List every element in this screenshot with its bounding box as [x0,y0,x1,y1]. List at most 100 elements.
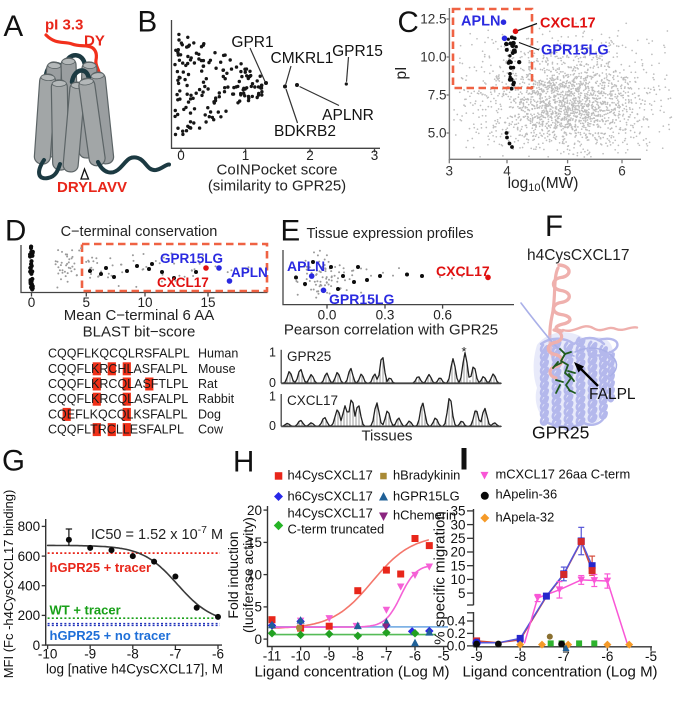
svg-text:CQQFLKQCQLRSFALPL: CQQFLKQCQLRSFALPL [48,347,190,361]
svg-text:GPR15: GPR15 [332,43,383,60]
svg-text:-6: -6 [409,649,421,664]
svg-text:B: B [138,6,158,39]
svg-text:APLN: APLN [287,258,325,274]
svg-text:Dog: Dog [198,407,221,421]
svg-text:h4CysCXCL17: h4CysCXCL17 [527,247,630,264]
svg-text:H: H [233,446,254,479]
svg-text:-5: -5 [438,649,450,664]
svg-text:Tissue expression profiles: Tissue expression profiles [306,226,473,242]
svg-text:CQEFLKQCQLKSFALPL: CQEFLKQCQLKSFALPL [48,407,188,421]
svg-text:15: 15 [200,295,215,310]
svg-text:Ligand concentration (Log M): Ligand concentration (Log M) [462,664,657,681]
svg-text:GPR1: GPR1 [231,34,273,51]
svg-text:CXCL17: CXCL17 [287,393,338,408]
svg-text:-7: -7 [558,649,570,664]
svg-text:hApelin-36: hApelin-36 [496,487,558,502]
svg-text:-5: -5 [645,649,657,664]
svg-text:-10: -10 [291,649,311,664]
svg-text:0.4: 0.4 [447,614,466,629]
svg-text:CXCL17: CXCL17 [436,263,490,279]
svg-text:A: A [4,10,24,43]
svg-text:APLN: APLN [231,265,268,280]
svg-text:600: 600 [18,549,41,564]
svg-text:hGPR15LG: hGPR15LG [393,489,460,504]
svg-text:% specific migration: % specific migration [432,511,449,644]
svg-text:20: 20 [247,503,262,518]
svg-text:200: 200 [18,608,41,623]
svg-text:10: 10 [137,295,152,310]
svg-text:C-term truncated: C-term truncated [288,522,385,537]
svg-text:Tissues: Tissues [361,428,412,445]
svg-text:0.0: 0.0 [447,639,466,654]
svg-text:-10: -10 [38,647,58,662]
svg-text:0: 0 [269,376,276,390]
svg-text:5: 5 [564,164,572,179]
svg-text:D: D [5,215,26,248]
svg-text:0: 0 [177,148,185,163]
svg-text:5: 5 [83,295,91,310]
svg-text:Fold induction: Fold induction [225,531,241,618]
svg-text:GPR15LG: GPR15LG [160,251,223,266]
svg-text:30: 30 [450,517,465,532]
svg-text:0.3: 0.3 [376,308,395,323]
svg-text:-9: -9 [84,647,96,662]
svg-text:hBradykinin: hBradykinin [393,468,460,483]
svg-text:1: 1 [269,345,276,359]
svg-text:Rat: Rat [198,377,218,391]
svg-text:Pearson correlation with GPR25: Pearson correlation with GPR25 [284,322,498,339]
svg-text:12.5: 12.5 [420,12,446,27]
svg-text:E: E [281,215,301,248]
svg-text:h4CysCXCL17: h4CysCXCL17 [288,506,373,521]
svg-text:DRYLAVV: DRYLAVV [57,179,127,196]
svg-text:mCXCL17 26aa C-term: mCXCL17 26aa C-term [496,467,631,482]
svg-text:3: 3 [371,148,379,163]
svg-text:C−terminal conservation: C−terminal conservation [61,224,218,240]
svg-text:-6: -6 [601,649,613,664]
svg-text:35: 35 [450,504,465,519]
svg-text:6: 6 [618,164,626,179]
svg-text:IC50 = 1.52 x 10-7 M: IC50 = 1.52 x 10-7 M [91,524,223,543]
svg-text:F: F [545,210,563,243]
svg-text:G: G [2,445,25,478]
svg-text:400: 400 [18,578,41,593]
svg-text:5.0: 5.0 [428,126,447,141]
svg-text:Human: Human [198,347,238,361]
svg-text:GPR15LG: GPR15LG [541,43,609,59]
svg-text:(similarity to GPR25): (similarity to GPR25) [208,178,346,195]
svg-text:1: 1 [242,148,250,163]
svg-text:-8: -8 [352,649,364,664]
svg-text:BLAST bit−score: BLAST bit−score [83,324,196,341]
svg-text:Mouse: Mouse [198,362,236,376]
svg-text:CQQFLKRCQLASFTLPL: CQQFLKRCQLASFTLPL [48,377,188,391]
svg-text:4: 4 [503,164,511,179]
svg-text:APLNR: APLNR [322,107,374,124]
svg-text:CQQFLKRCHLASFALPL: CQQFLKRCHLASFALPL [48,362,188,376]
svg-text:-8: -8 [514,649,526,664]
svg-text:25: 25 [450,531,465,546]
svg-text:3: 3 [446,164,454,179]
svg-text:2: 2 [306,148,314,163]
svg-text:0: 0 [269,419,276,433]
svg-text:-9: -9 [323,649,335,664]
svg-text:GPR25: GPR25 [287,349,331,364]
svg-text:CXCL17: CXCL17 [157,275,209,290]
svg-text:0: 0 [254,632,262,647]
svg-text:0.0: 0.0 [318,308,337,323]
svg-text:Ligand concentration (Log M): Ligand concentration (Log M) [254,664,449,681]
svg-text:GPR15LG: GPR15LG [329,291,394,307]
svg-text:h4CysCXCL17: h4CysCXCL17 [288,468,373,483]
svg-text:-6: -6 [212,647,224,662]
svg-text:-7: -7 [169,647,181,662]
svg-text:0: 0 [28,295,36,310]
svg-text:0.2: 0.2 [447,626,466,641]
svg-text:BDKRB2: BDKRB2 [274,123,336,140]
svg-text:0: 0 [33,638,41,653]
svg-text:0.6: 0.6 [433,308,452,323]
svg-text:CXCL17: CXCL17 [540,16,596,32]
svg-text:Mean C−terminal 6 AA: Mean C−terminal 6 AA [64,307,215,324]
svg-text:FALPL: FALPL [589,386,636,403]
svg-text:CoINPocket score: CoINPocket score [217,162,338,179]
svg-text:hGPR25 + no tracer: hGPR25 + no tracer [50,628,171,643]
svg-text:(luciferase activity): (luciferase activity) [240,517,256,633]
svg-text:-8: -8 [127,647,139,662]
